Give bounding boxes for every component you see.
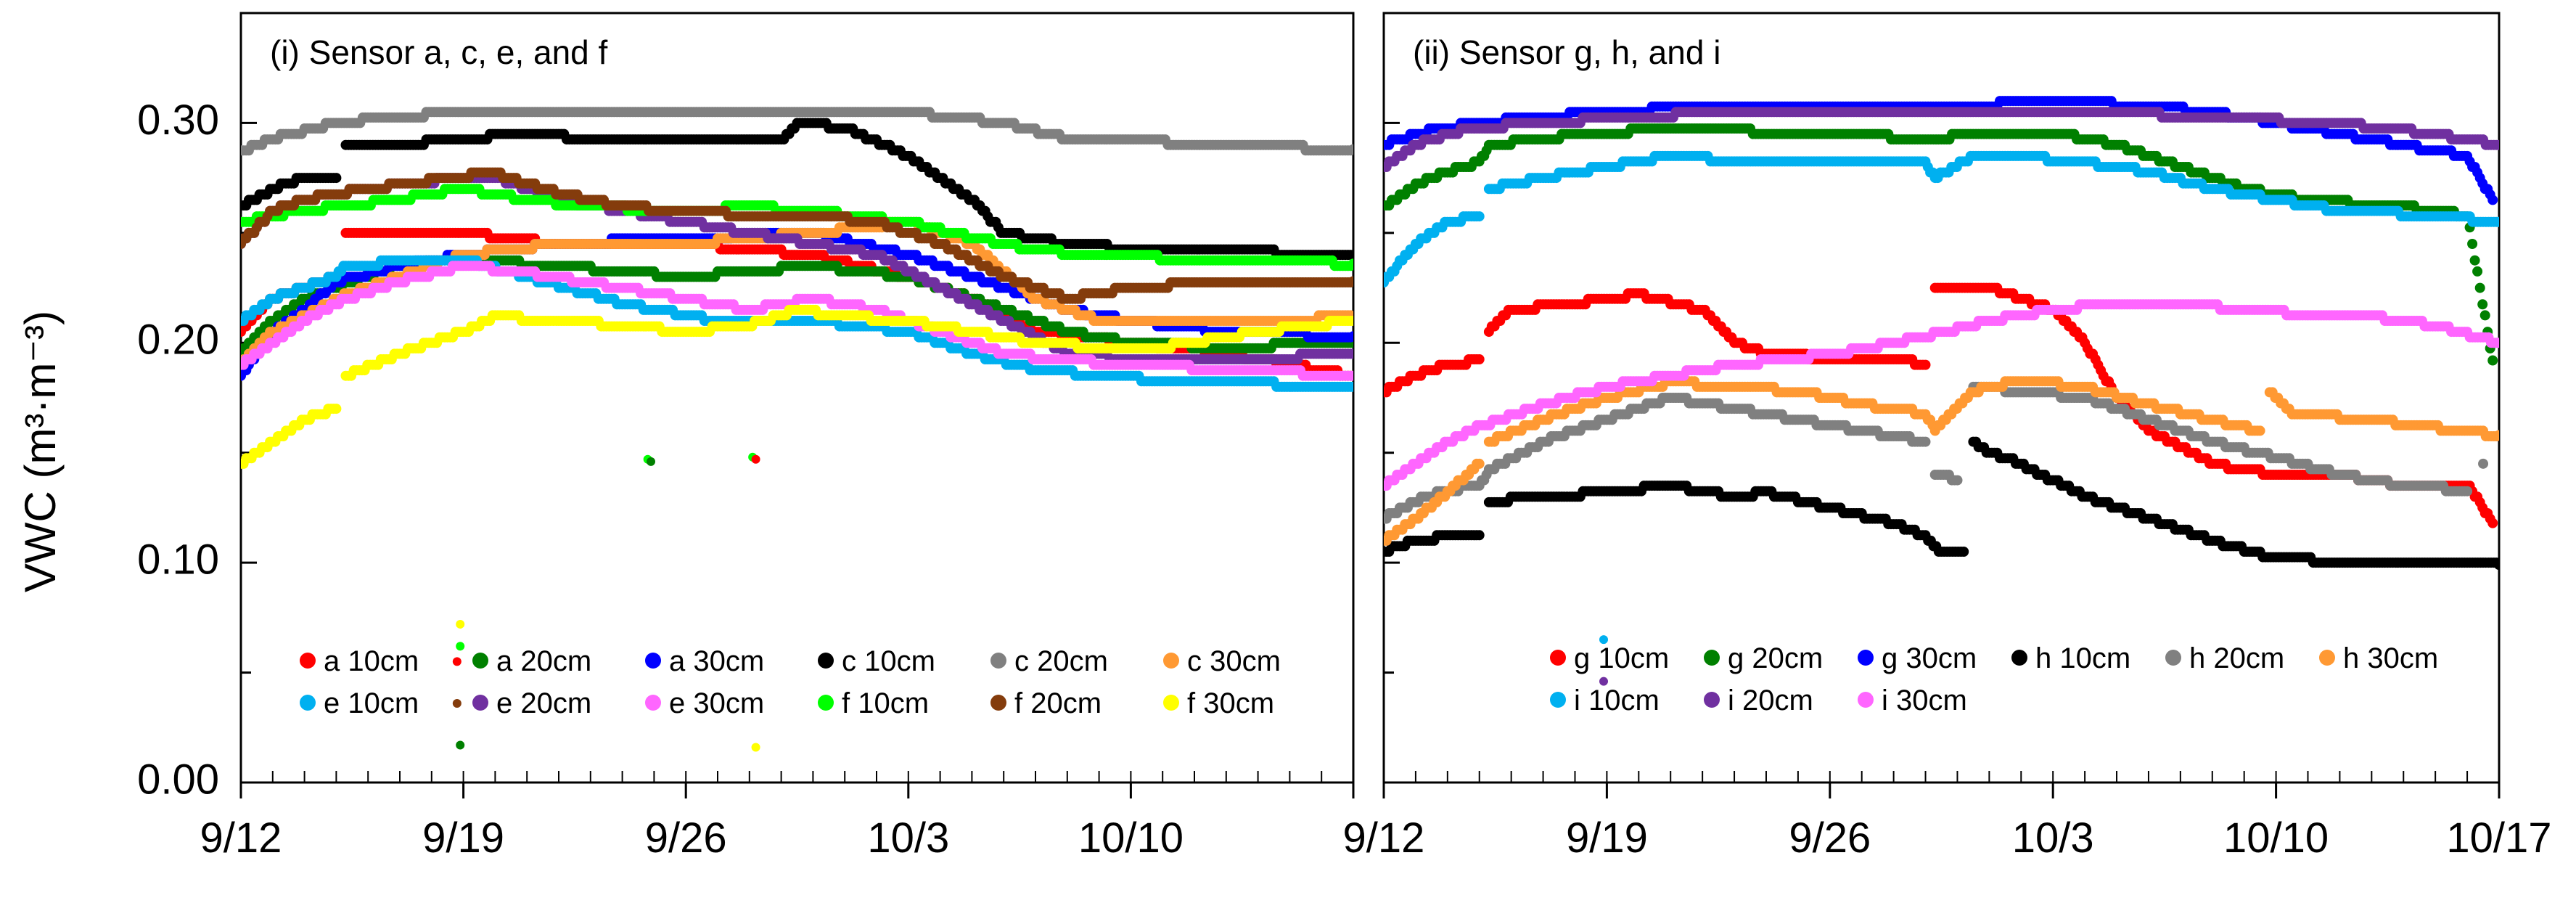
x-tick-label: 9/12 (200, 814, 282, 862)
x-tick-label: 10/3 (867, 814, 949, 862)
data-point (1348, 276, 1353, 287)
data-point (331, 404, 342, 414)
series-f-20cm (241, 167, 1353, 304)
axes-group: 9/12 9/19 9/26 10/3 10/10 0.00 0.10 0.20 0.30 (i)… (137, 12, 2552, 862)
y-tick-label: 0.10 (137, 536, 219, 583)
series-c-20cm (241, 107, 1353, 156)
y-tick-label: 0.20 (137, 316, 219, 364)
panel-title: (i) Sensor a, c, e, and f (270, 33, 608, 71)
y-tick-label: 0.30 (137, 97, 219, 144)
series-c-10cm (241, 118, 1353, 261)
panel-1: 9/12 9/19 9/26 10/3 10/10 0.00 0.10 0.20 0.30 (i)… (137, 12, 1355, 862)
data-point (1348, 250, 1353, 261)
data-point (1348, 144, 1353, 155)
series-c-30cm (241, 216, 1353, 370)
data-point (1348, 331, 1353, 342)
data-point (331, 173, 342, 184)
data-point (1348, 348, 1353, 359)
series-f-30cm (241, 304, 1353, 469)
data-point (1348, 381, 1353, 392)
plot-frame (239, 12, 1355, 784)
x-tick-label: 9/26 (645, 814, 727, 862)
series-e-30cm (241, 261, 1353, 381)
data-point (1348, 258, 1353, 269)
data-layer (241, 107, 1353, 752)
x-tick-label: 10/10 (1078, 814, 1184, 862)
x-tick-label: 9/19 (422, 814, 504, 862)
y-tick-label: 0.00 (137, 756, 219, 803)
data-point (1348, 370, 1353, 381)
